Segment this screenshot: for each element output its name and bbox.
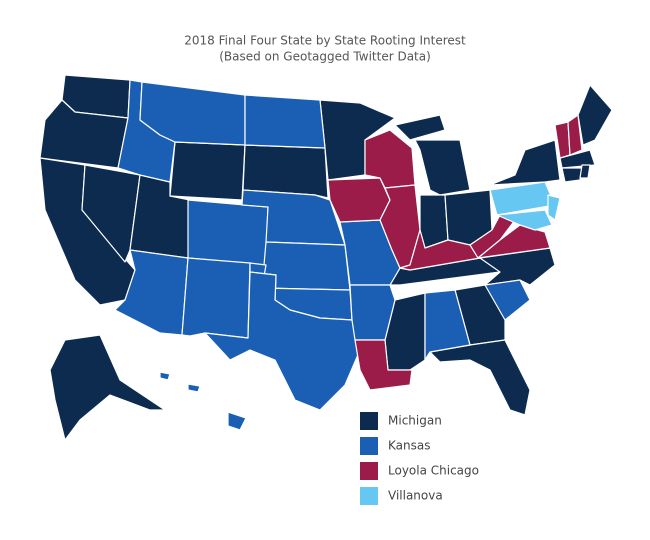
state bbox=[479, 247, 556, 286]
legend-label: Loyola Chicago bbox=[388, 464, 479, 478]
state bbox=[429, 339, 531, 416]
legend-swatch bbox=[360, 462, 378, 480]
legend-swatch bbox=[360, 437, 378, 455]
legend-swatch bbox=[360, 412, 378, 430]
state bbox=[327, 177, 391, 223]
legend-label: Villanova bbox=[388, 489, 443, 503]
legend-swatch bbox=[360, 487, 378, 505]
state bbox=[242, 144, 329, 199]
state bbox=[49, 334, 166, 441]
state bbox=[227, 411, 247, 431]
state bbox=[577, 84, 613, 146]
states bbox=[39, 74, 613, 441]
state bbox=[187, 199, 269, 266]
map-title: 2018 Final Four State by State Rooting I… bbox=[184, 34, 466, 48]
state bbox=[424, 289, 471, 361]
state bbox=[169, 141, 246, 201]
state bbox=[579, 164, 591, 179]
state bbox=[204, 271, 361, 411]
state bbox=[559, 149, 596, 169]
state bbox=[394, 114, 446, 141]
state bbox=[484, 279, 531, 321]
map-subtitle: (Based on Geotagged Twitter Data) bbox=[219, 50, 431, 64]
state bbox=[159, 371, 171, 381]
state bbox=[187, 383, 201, 393]
legend-label: Michigan bbox=[388, 414, 442, 428]
state bbox=[547, 194, 561, 221]
state bbox=[181, 257, 251, 339]
state bbox=[419, 194, 449, 249]
state bbox=[244, 94, 326, 149]
state bbox=[414, 139, 471, 196]
state bbox=[354, 339, 413, 391]
legend: Michigan Kansas Loyola Chicago Villanova bbox=[360, 412, 479, 505]
state bbox=[561, 167, 583, 183]
state bbox=[81, 164, 141, 263]
state bbox=[496, 209, 553, 231]
state bbox=[567, 114, 583, 156]
legend-label: Kansas bbox=[388, 439, 430, 453]
state bbox=[489, 139, 561, 186]
